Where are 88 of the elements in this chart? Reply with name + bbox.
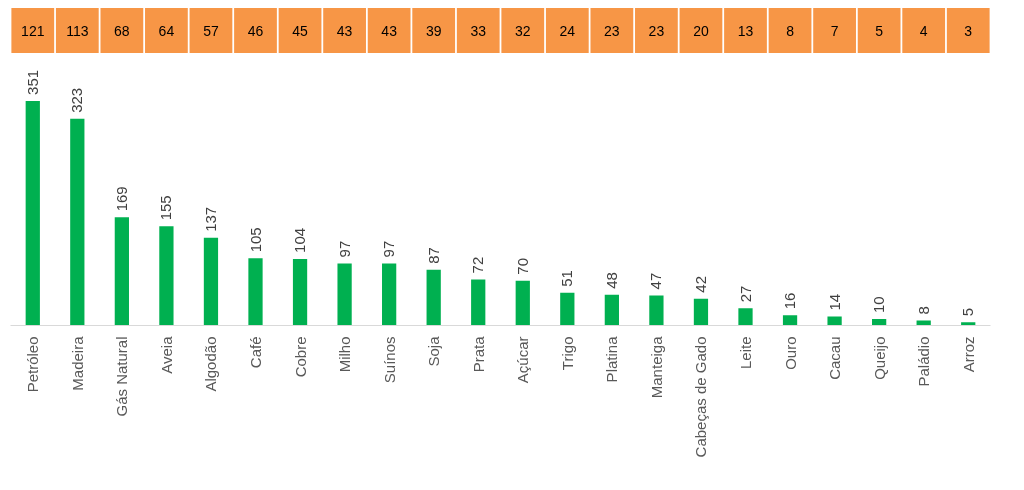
data-label: 8 [914,306,932,315]
data-label: 47 [647,272,665,290]
bar [872,319,887,326]
data-label: 10 [870,296,888,314]
bar [738,308,753,326]
data-label: 51 [558,270,576,287]
bar [114,217,129,326]
bar [560,292,575,326]
x-tick-label: Café [247,336,264,369]
data-label: 4 [919,22,928,39]
data-label: 20 [693,22,709,39]
bar [337,263,352,326]
x-tick-label: Platina [603,335,621,383]
bar [382,263,397,326]
data-label: 5 [959,307,977,317]
x-tick-label: Algodão [202,336,220,392]
data-label: 14 [825,293,843,311]
data-label: 72 [469,256,487,274]
x-tick-label: Cobre [291,336,309,378]
data-label: 68 [114,22,130,39]
data-label: 97 [335,240,353,258]
data-label: 16 [781,292,799,310]
x-tick-label: Arroz [959,336,977,373]
data-label: 42 [691,275,709,293]
data-label: 121 [21,22,45,39]
x-tick-label: Trigo [558,336,576,371]
bar [827,316,842,326]
x-tick-label: Prata [469,335,487,373]
bar [426,269,441,326]
data-label: 351 [23,69,41,95]
data-label: 155 [157,195,175,221]
data-label: 32 [514,22,531,39]
data-label: 104 [291,227,309,253]
data-label: 27 [736,285,754,303]
x-tick-label: Petróleo [24,336,42,393]
x-tick-label: Cacau [826,336,844,380]
x-tick-label: Soja [425,335,443,367]
bar [292,258,308,326]
data-label: 24 [559,22,576,39]
bar [159,226,174,326]
data-label: 8 [786,22,795,39]
x-tick-label: Gás Natural [113,336,131,417]
data-label: 97 [380,240,398,258]
x-tick-label: Açúcar [514,336,532,384]
data-label: 13 [737,22,754,39]
data-label: 70 [513,258,531,275]
bar [25,100,40,326]
bar [70,118,85,326]
data-label: 23 [604,22,620,39]
data-label: 33 [470,22,487,39]
data-label: 105 [246,227,264,253]
data-label: 113 [66,22,89,39]
data-label: 45 [292,22,309,39]
data-label: 5 [875,22,884,39]
data-label: 3 [964,22,973,39]
bar [248,258,263,326]
bar [649,295,664,326]
x-tick-label: Cabeças de Gado [692,336,710,458]
data-label: 39 [425,22,442,39]
x-tick-label: Manteiga [647,335,665,399]
data-label: 169 [112,186,130,212]
data-label: 48 [602,272,620,289]
data-label: 43 [336,22,353,39]
data-label: 46 [247,22,264,39]
data-label: 43 [381,22,398,39]
x-tick-label: Ouro [781,336,799,370]
bar [203,237,219,326]
bar [693,298,709,326]
bar [515,280,530,326]
bar [961,322,976,326]
data-label: 7 [830,22,839,39]
x-tick-label: Milho [336,336,354,373]
data-label: 64 [158,22,175,39]
bar [782,315,798,326]
x-tick-label: Suínos [380,336,398,384]
x-tick-label: Madeira [68,335,86,391]
bar [471,279,486,326]
bar [604,294,619,326]
data-label: 87 [424,247,442,264]
data-label: 23 [648,22,665,39]
data-label: 137 [201,206,219,232]
x-tick-label: Paládio [915,336,933,387]
x-tick-label: Queijo [870,336,888,380]
data-label: 323 [68,87,86,113]
x-tick-label: Leite [737,336,754,370]
bar [916,320,931,326]
data-label: 57 [203,22,219,39]
x-tick-label: Aveia [157,335,175,374]
